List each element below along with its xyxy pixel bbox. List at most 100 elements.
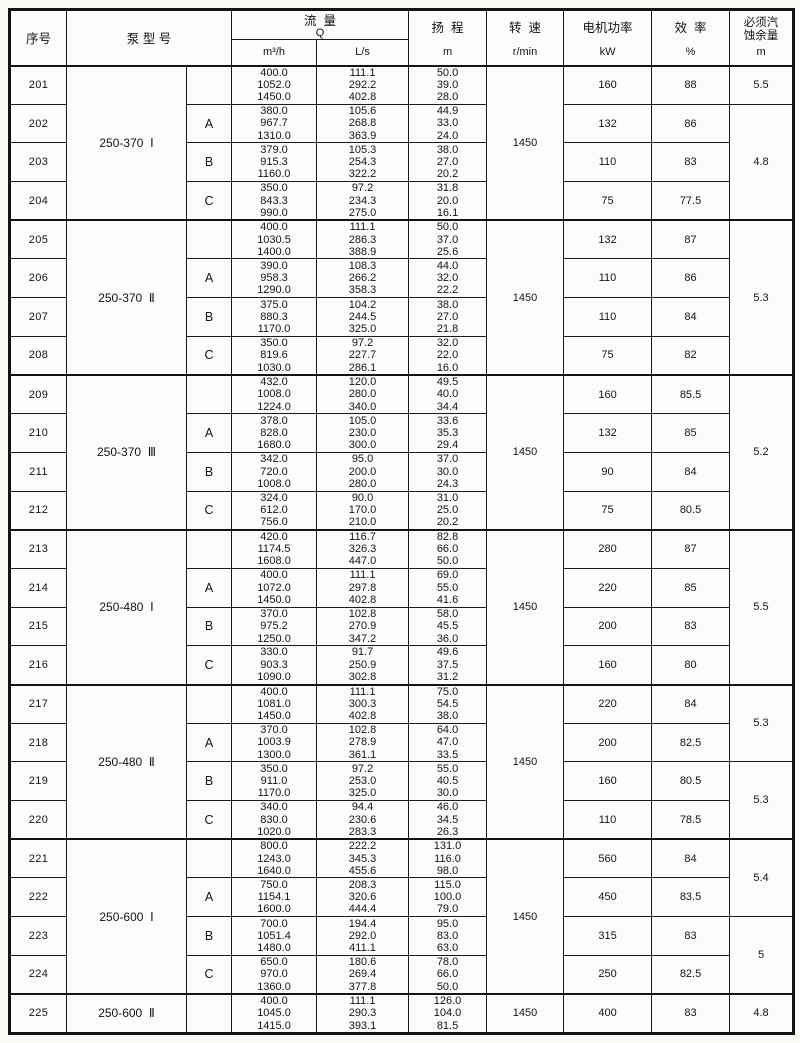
value-line: 1480.0 xyxy=(257,942,291,955)
value-line: 36.0 xyxy=(436,632,459,645)
value-line: 325.0 xyxy=(348,787,377,800)
value-line: 330.0 xyxy=(260,646,288,659)
value-line: 111.1 xyxy=(349,66,376,79)
value-line: 1008.0 xyxy=(257,477,291,490)
variant-cell xyxy=(185,374,233,415)
value-line: 302.8 xyxy=(348,671,377,684)
flow-m3h-cell: 432.0 1008.0 1224.0 xyxy=(231,374,318,415)
efficiency-cell: 85 xyxy=(651,567,731,608)
value-line: 358.3 xyxy=(348,284,377,297)
serial-cell: 208 xyxy=(9,335,67,376)
head-cell: 37.0 30.0 24.3 xyxy=(408,451,488,492)
value-line: 1608.0 xyxy=(257,555,291,568)
value-line: 234.3 xyxy=(348,194,377,207)
serial-cell: 206 xyxy=(9,258,67,299)
value-line: 347.2 xyxy=(348,632,377,645)
value-line: 20.2 xyxy=(436,168,459,181)
value-line: 967.7 xyxy=(260,117,288,130)
variant-cell: A xyxy=(185,877,233,918)
value-line: 958.3 xyxy=(260,272,288,285)
header-head-unit: m xyxy=(442,46,453,59)
serial-cell: 211 xyxy=(9,451,67,492)
flow-ls-cell: 102.8 270.9 347.2 xyxy=(316,606,410,647)
npsh-cell: 5.4 xyxy=(729,838,795,918)
efficiency-cell: 83 xyxy=(651,916,731,956)
value-line: 230.6 xyxy=(348,813,377,826)
value-line: 41.6 xyxy=(436,593,459,606)
value-line: 1290.0 xyxy=(257,284,291,297)
variant-cell: C xyxy=(185,335,233,376)
value-line: 244.5 xyxy=(348,310,377,323)
value-line: 1243.0 xyxy=(257,852,291,865)
value-line: 49.5 xyxy=(436,376,459,389)
value-line: 1030.5 xyxy=(257,233,291,246)
power-cell: 220 xyxy=(563,567,653,608)
flow-ls-cell: 105.0 230.0 300.0 xyxy=(316,413,410,453)
value-line: 97.2 xyxy=(351,336,374,349)
pump-model-cell: 250-600 Ⅱ xyxy=(66,992,187,1034)
header-speed-unit: r/min xyxy=(512,46,538,59)
value-line: 990.0 xyxy=(260,206,288,219)
variant-cell: B xyxy=(185,297,233,337)
head-cell: 33.6 35.3 29.4 xyxy=(408,413,488,453)
value-line: 82.8 xyxy=(436,530,459,543)
value-line: 350.0 xyxy=(260,762,288,775)
efficiency-cell: 85 xyxy=(651,413,731,453)
value-line: 55.0 xyxy=(436,581,459,594)
efficiency-cell: 84 xyxy=(651,451,731,492)
serial-cell: 223 xyxy=(9,916,67,956)
flow-m3h-cell: 370.0 1003.9 1300.0 xyxy=(231,722,318,763)
flow-m3h-cell: 650.0 970.0 1360.0 xyxy=(231,954,318,995)
value-line: 38.0 xyxy=(436,143,459,156)
serial-cell: 212 xyxy=(9,490,67,531)
value-line: 447.0 xyxy=(348,555,377,568)
power-cell: 200 xyxy=(563,722,653,763)
head-cell: 31.0 25.0 20.2 xyxy=(408,490,488,531)
value-line: 208.3 xyxy=(348,878,377,891)
serial-cell: 204 xyxy=(9,181,67,221)
variant-cell: B xyxy=(185,142,233,183)
value-line: 1020.0 xyxy=(257,825,291,838)
speed-cell: 1450 xyxy=(486,374,565,531)
power-cell: 250 xyxy=(563,954,653,995)
value-line: 37.0 xyxy=(436,453,459,466)
npsh-cell: 5.5 xyxy=(729,64,795,105)
power-cell: 160 xyxy=(563,64,653,105)
value-line: 1450.0 xyxy=(257,593,291,606)
value-line: 843.3 xyxy=(260,194,288,207)
table-header: 序号 泵 型 号 流 量 Q 扬 程 m 转 速 xyxy=(9,9,795,66)
value-line: 108.3 xyxy=(348,259,377,272)
value-line: 97.2 xyxy=(351,762,374,775)
serial-cell: 202 xyxy=(9,103,67,144)
pump-model-cell: 250-370 Ⅲ xyxy=(66,374,187,531)
flow-ls-cell: 97.2 227.7 286.1 xyxy=(316,335,410,376)
header-head: 扬 程 m xyxy=(408,9,488,66)
value-line: 390.0 xyxy=(260,259,288,272)
power-cell: 280 xyxy=(563,528,653,569)
value-line: 1600.0 xyxy=(257,903,291,916)
efficiency-cell: 82 xyxy=(651,335,731,376)
value-line: 26.3 xyxy=(436,825,459,838)
value-line: 29.4 xyxy=(436,439,459,452)
efficiency-cell: 85.5 xyxy=(651,374,731,415)
value-line: 47.0 xyxy=(436,736,459,749)
value-line: 44.0 xyxy=(436,259,459,272)
value-line: 131.0 xyxy=(433,840,462,853)
flow-m3h-cell: 400.0 1045.0 1415.0 xyxy=(231,992,318,1034)
head-cell: 44.9 33.0 24.0 xyxy=(408,103,488,144)
flow-ls-cell: 111.1 290.3 393.1 xyxy=(316,992,410,1034)
variant-cell xyxy=(185,219,233,260)
value-line: 830.0 xyxy=(260,813,288,826)
flow-ls-cell: 180.6 269.4 377.8 xyxy=(316,954,410,995)
value-line: 95.0 xyxy=(436,917,459,930)
value-line: 1400.0 xyxy=(257,245,291,258)
value-line: 25.6 xyxy=(436,245,459,258)
value-line: 27.0 xyxy=(436,156,459,169)
value-line: 20.0 xyxy=(436,194,459,207)
value-line: 230.0 xyxy=(348,426,377,439)
value-line: 83.0 xyxy=(436,929,459,942)
value-line: 34.5 xyxy=(436,813,459,826)
flow-m3h-cell: 370.0 975.2 1250.0 xyxy=(231,606,318,647)
value-line: 111.1 xyxy=(349,569,376,582)
head-cell: 131.0 116.0 98.0 xyxy=(408,838,488,879)
